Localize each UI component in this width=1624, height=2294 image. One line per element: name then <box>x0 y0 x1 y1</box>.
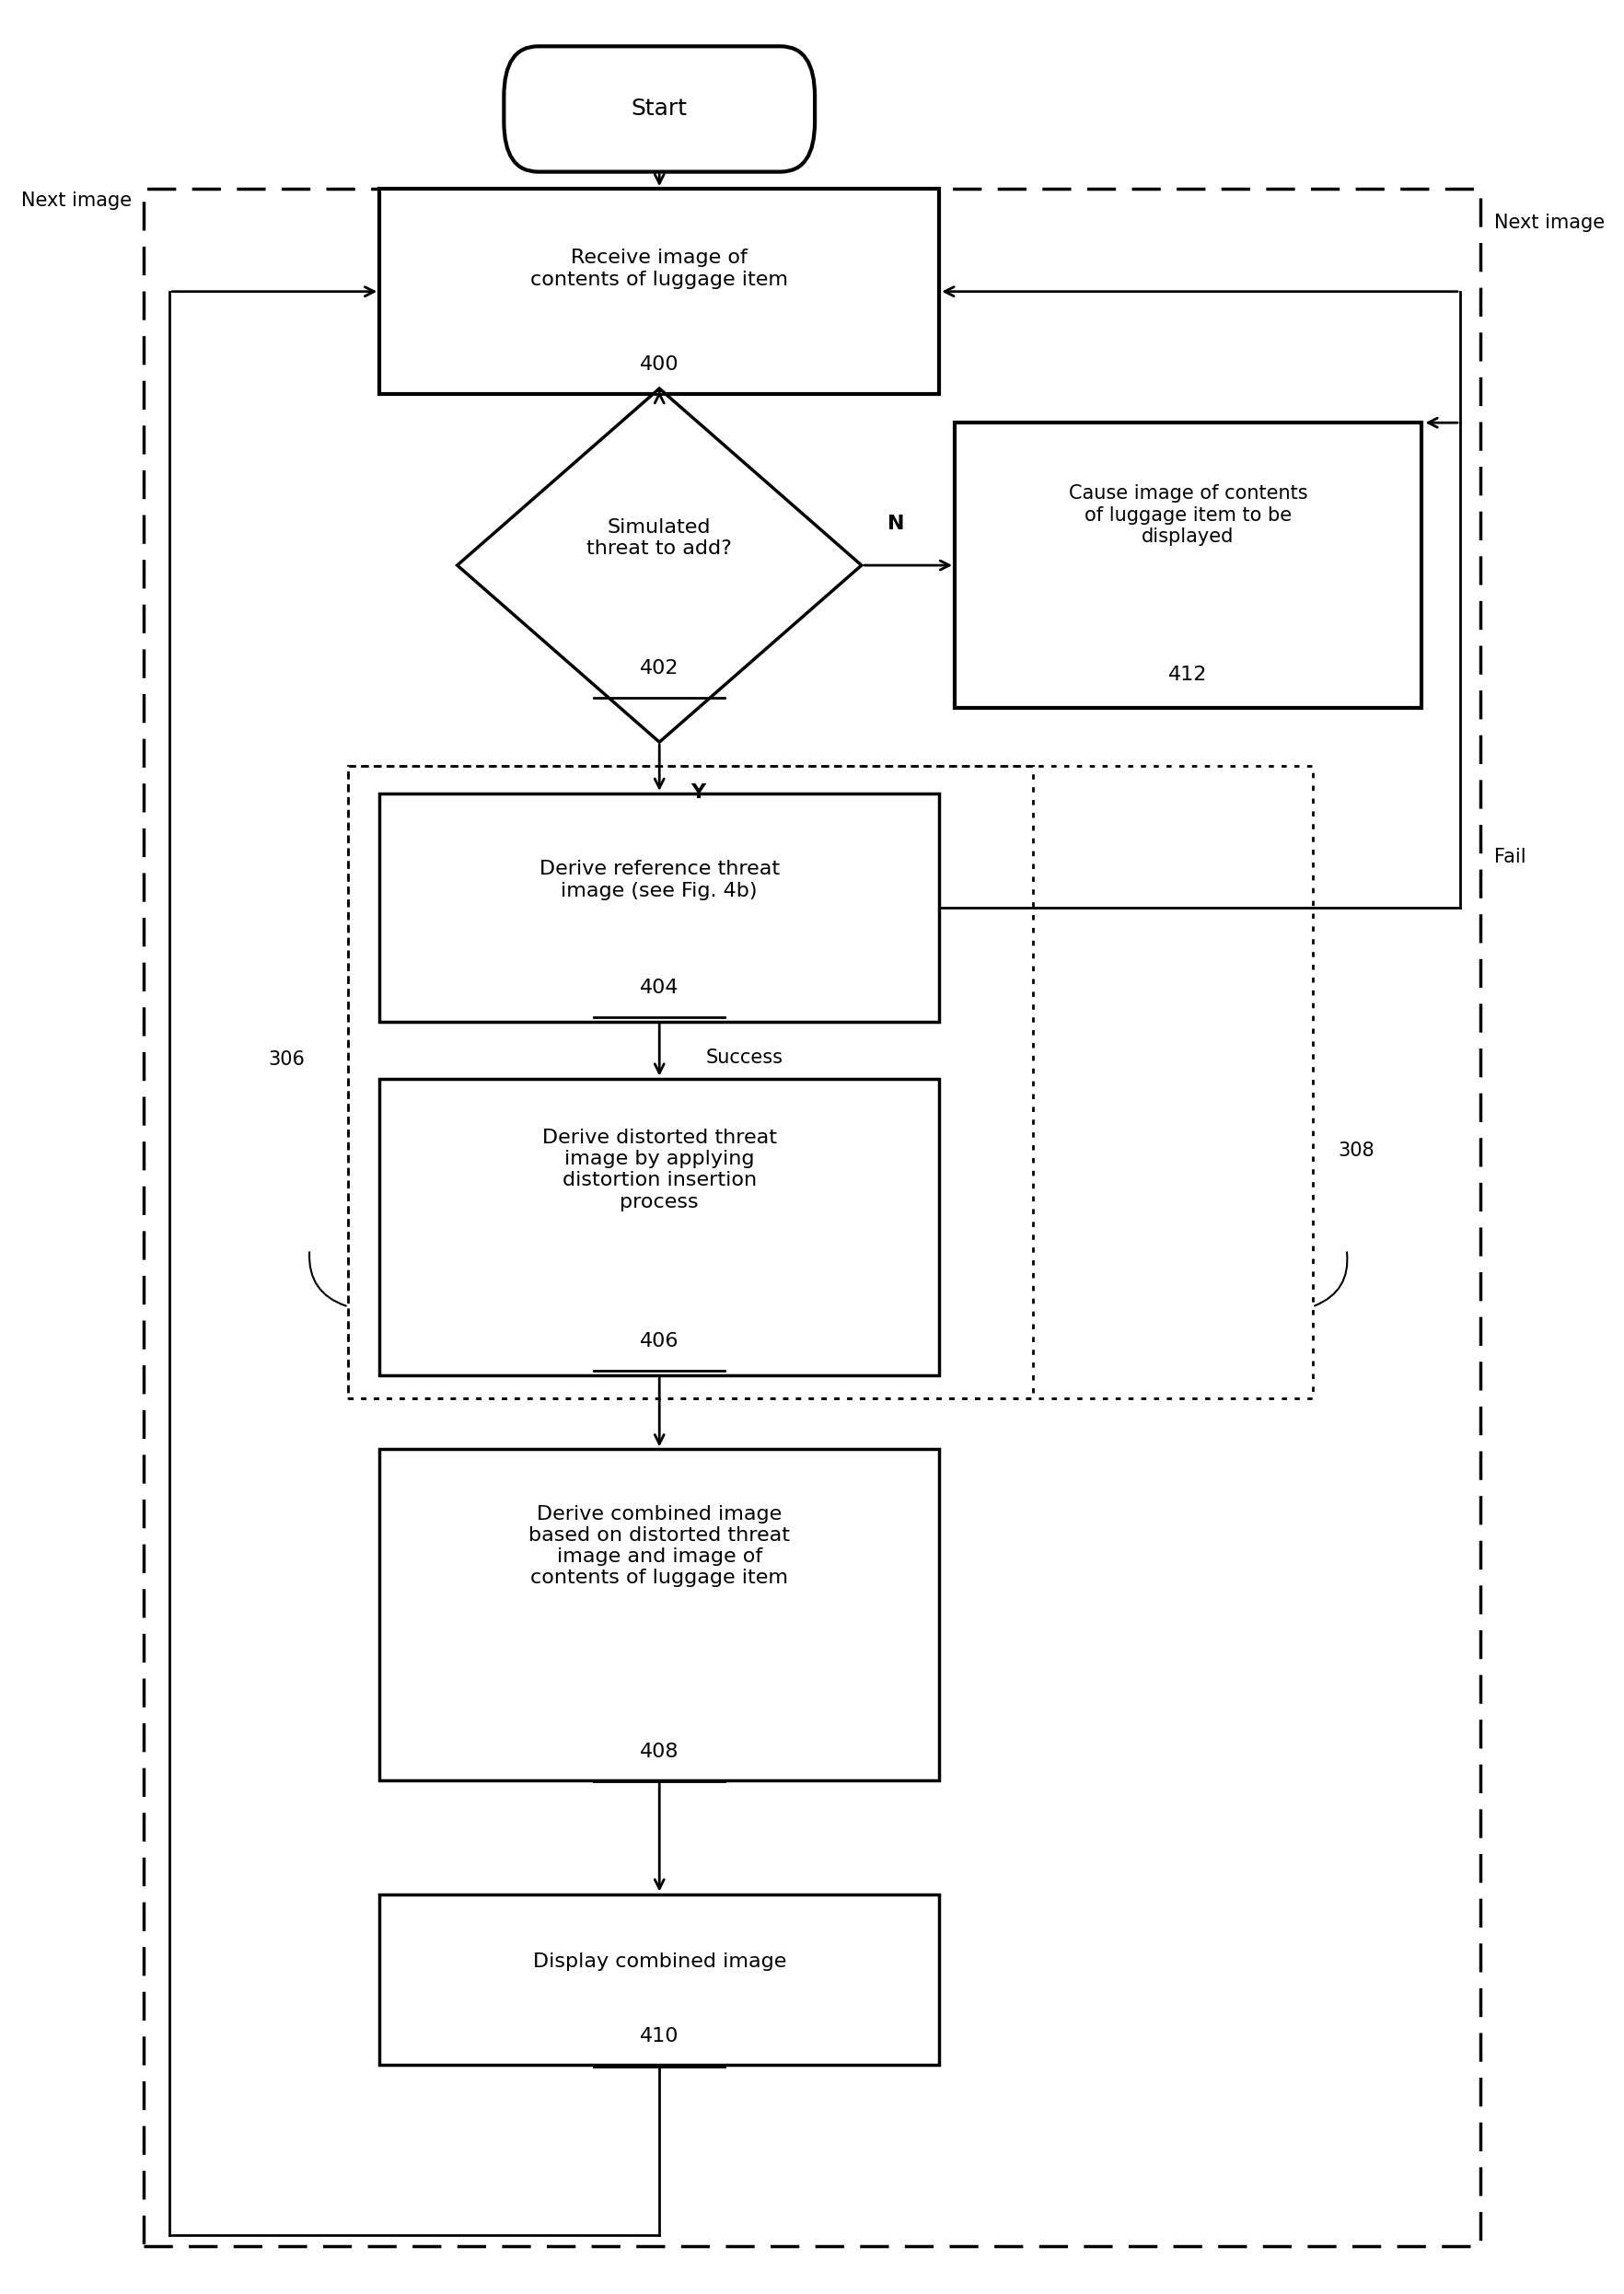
Bar <box>143 188 1481 2246</box>
Text: Simulated
threat to add?: Simulated threat to add? <box>586 518 732 557</box>
Bar <box>380 188 939 395</box>
Bar <box>349 766 1312 1397</box>
Bar <box>380 1450 939 1780</box>
Text: 306: 306 <box>268 1051 305 1069</box>
Text: 408: 408 <box>640 1743 679 1762</box>
Polygon shape <box>458 388 861 741</box>
Bar <box>380 794 939 1021</box>
Text: Next image: Next image <box>1494 213 1605 232</box>
Text: Next image: Next image <box>21 190 132 209</box>
Bar <box>349 766 1033 1397</box>
Text: Fail: Fail <box>1494 849 1527 867</box>
Text: Derive distorted threat
image by applying
distortion insertion
process: Derive distorted threat image by applyin… <box>542 1129 776 1211</box>
Text: Derive reference threat
image (see Fig. 4b): Derive reference threat image (see Fig. … <box>539 860 780 899</box>
Text: Success: Success <box>706 1048 783 1067</box>
Bar <box>380 1078 939 1374</box>
Text: 402: 402 <box>640 658 679 677</box>
Text: Start: Start <box>632 99 687 119</box>
Text: Receive image of
contents of luggage item: Receive image of contents of luggage ite… <box>531 248 788 289</box>
Text: Derive combined image
based on distorted threat
image and image of
contents of l: Derive combined image based on distorted… <box>529 1505 791 1587</box>
Text: 412: 412 <box>1169 665 1208 684</box>
Text: 404: 404 <box>640 977 679 996</box>
Text: Display combined image: Display combined image <box>533 1952 786 1971</box>
Bar <box>955 422 1421 709</box>
Text: N: N <box>887 516 905 535</box>
Text: 406: 406 <box>640 1333 679 1351</box>
Text: Y: Y <box>690 782 706 801</box>
Text: 410: 410 <box>640 2028 679 2046</box>
Text: 400: 400 <box>640 356 679 374</box>
FancyBboxPatch shape <box>503 46 815 172</box>
Bar <box>380 1895 939 2065</box>
Text: 308: 308 <box>1338 1140 1374 1161</box>
Text: Cause image of contents
of luggage item to be
displayed: Cause image of contents of luggage item … <box>1069 484 1307 546</box>
